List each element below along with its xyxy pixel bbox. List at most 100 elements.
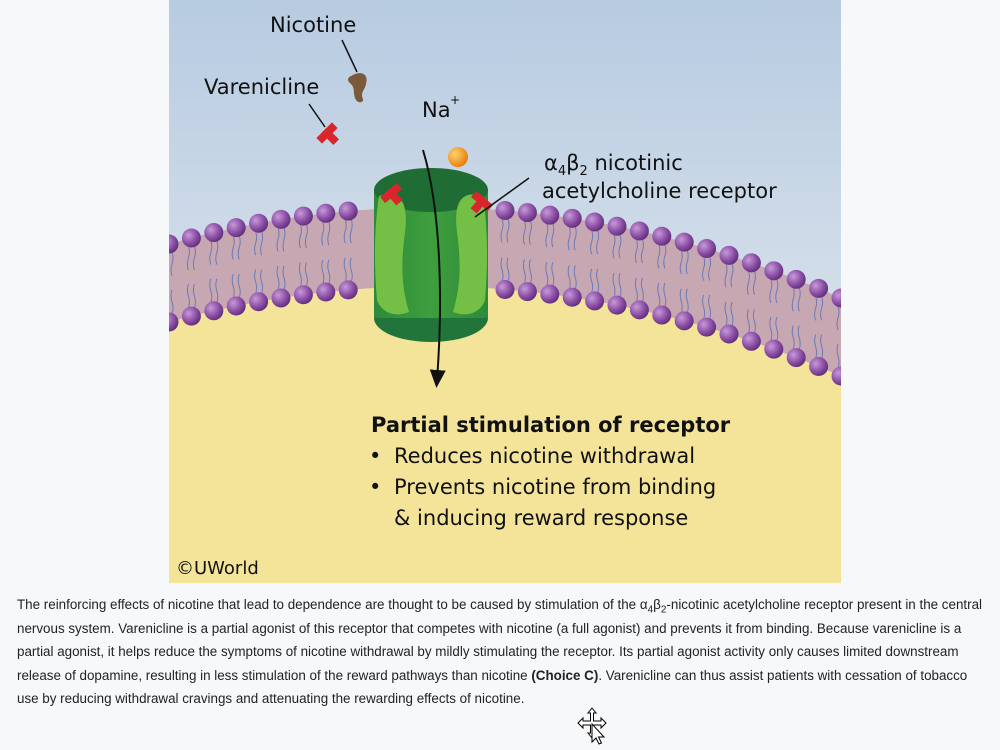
receptor-beta: β [566,151,579,175]
lipid-tail [769,278,773,303]
lipid-head [204,223,224,243]
lipid-tail [237,235,241,260]
lipid-tail [590,229,594,255]
lipid-tail [702,256,706,281]
receptor-figure: Nicotine Varenicline Na + α4β2 nicotinic… [169,0,841,583]
lipid-tail [551,262,555,287]
lipid-tail [752,309,756,334]
lipid-tail [349,218,353,244]
lipid-tail [170,289,174,315]
lipid-tail [775,278,779,303]
lipid-tail [746,270,750,295]
lipid-head [181,228,201,248]
lipid-head [293,285,313,305]
receptor-diagram: Nicotine Varenicline Na + α4β2 nicotinic… [169,0,841,583]
lipid-tail [836,305,840,331]
lipid-tail [730,301,734,327]
receptor-alpha: α [544,151,558,175]
lipid-tail [612,234,616,259]
lipid-tail [657,244,661,269]
lipid-head [316,282,336,302]
lipid-tail [209,278,213,303]
lipid-tail [663,282,667,308]
receptor-beta-subscript: 2 [580,164,588,179]
sodium-label: Na [422,98,451,122]
lipid-tail [702,294,706,320]
lipid-head [831,288,841,308]
lipid-head [169,234,179,254]
lipid-tail [254,231,258,256]
lipid-head [697,317,717,337]
lipid-tails [170,218,840,369]
varenicline-molecule-icon [316,122,340,146]
lipid-bilayer-band [169,207,841,376]
lipid-head [204,301,224,321]
lipid-tail [528,220,532,245]
caption-bullet-symbol: • [369,475,381,499]
lipid-tail [215,240,219,265]
lipid-tail [573,265,577,290]
lipid-head [293,206,313,226]
lipid-tail [260,231,264,256]
lipid-tail [567,265,571,290]
caption-bullet-2-continued: & inducing reward response [394,506,688,530]
explanation-text: The reinforcing effects of nicotine that… [17,593,983,711]
lipid-tail [551,223,555,248]
lipid-head [764,261,784,281]
lipid-tail [298,223,302,249]
lipid-tail [282,265,286,291]
lipid-tail [814,334,818,359]
receptor-alpha-subscript: 4 [558,164,566,179]
lipid-head [697,238,717,258]
lipid-tail [596,229,600,255]
lipid-tail [679,249,683,275]
lipid-tail [304,223,308,249]
lipid-tail [343,218,347,244]
lipid-tail [596,268,600,294]
lipid-tail [506,257,510,282]
lipid-tail [500,218,504,243]
lipid-tail [545,223,549,248]
receptor-name-suffix: nicotinic [588,151,683,175]
lipid-head [271,209,291,229]
lipid-head [607,295,627,315]
lipid-tail [192,283,196,309]
lipid-tail [752,270,756,295]
caption-bullet-1: Reduces nicotine withdrawal [394,444,695,468]
lipid-head [338,201,358,221]
lipid-tail [528,259,532,284]
lipid-head [249,213,269,233]
alpha-subscript: 4 [647,604,654,616]
lipid-tail [724,263,728,288]
lipid-tail [298,262,302,287]
lipid-head [181,306,201,326]
lipid-head [764,339,784,359]
lipid-tail [506,218,510,243]
lipid-head [629,300,649,320]
lipid-tail [679,288,683,313]
lipid-tail [730,263,734,288]
lipid-tail [634,238,638,264]
lipid-tail [209,240,213,265]
lipid-tail [254,269,258,294]
lipid-tail [349,257,353,283]
lipid-tail [820,334,824,359]
move-cursor-icon [576,707,610,750]
caption-title: Partial stimulation of receptor [371,413,731,437]
receptor-subunit-left [374,194,409,315]
lipid-head [249,292,269,312]
lipid-tail [282,227,286,252]
lipid-head [652,226,672,246]
lipid-tail [327,259,331,285]
lipid-head [741,253,761,273]
receptor-label-line2: acetylcholine receptor [542,179,777,203]
lipid-tail [791,325,795,350]
lipid-head [517,203,537,223]
receptor-channel [374,168,488,342]
lipid-heads [169,201,841,386]
explanation-part-3: . Varenicline can thus assist patients w… [17,667,968,707]
varenicline-pointer-line [308,103,326,128]
lipid-head [271,288,291,308]
nicotine-label: Nicotine [270,13,356,37]
lipid-head [719,245,739,265]
